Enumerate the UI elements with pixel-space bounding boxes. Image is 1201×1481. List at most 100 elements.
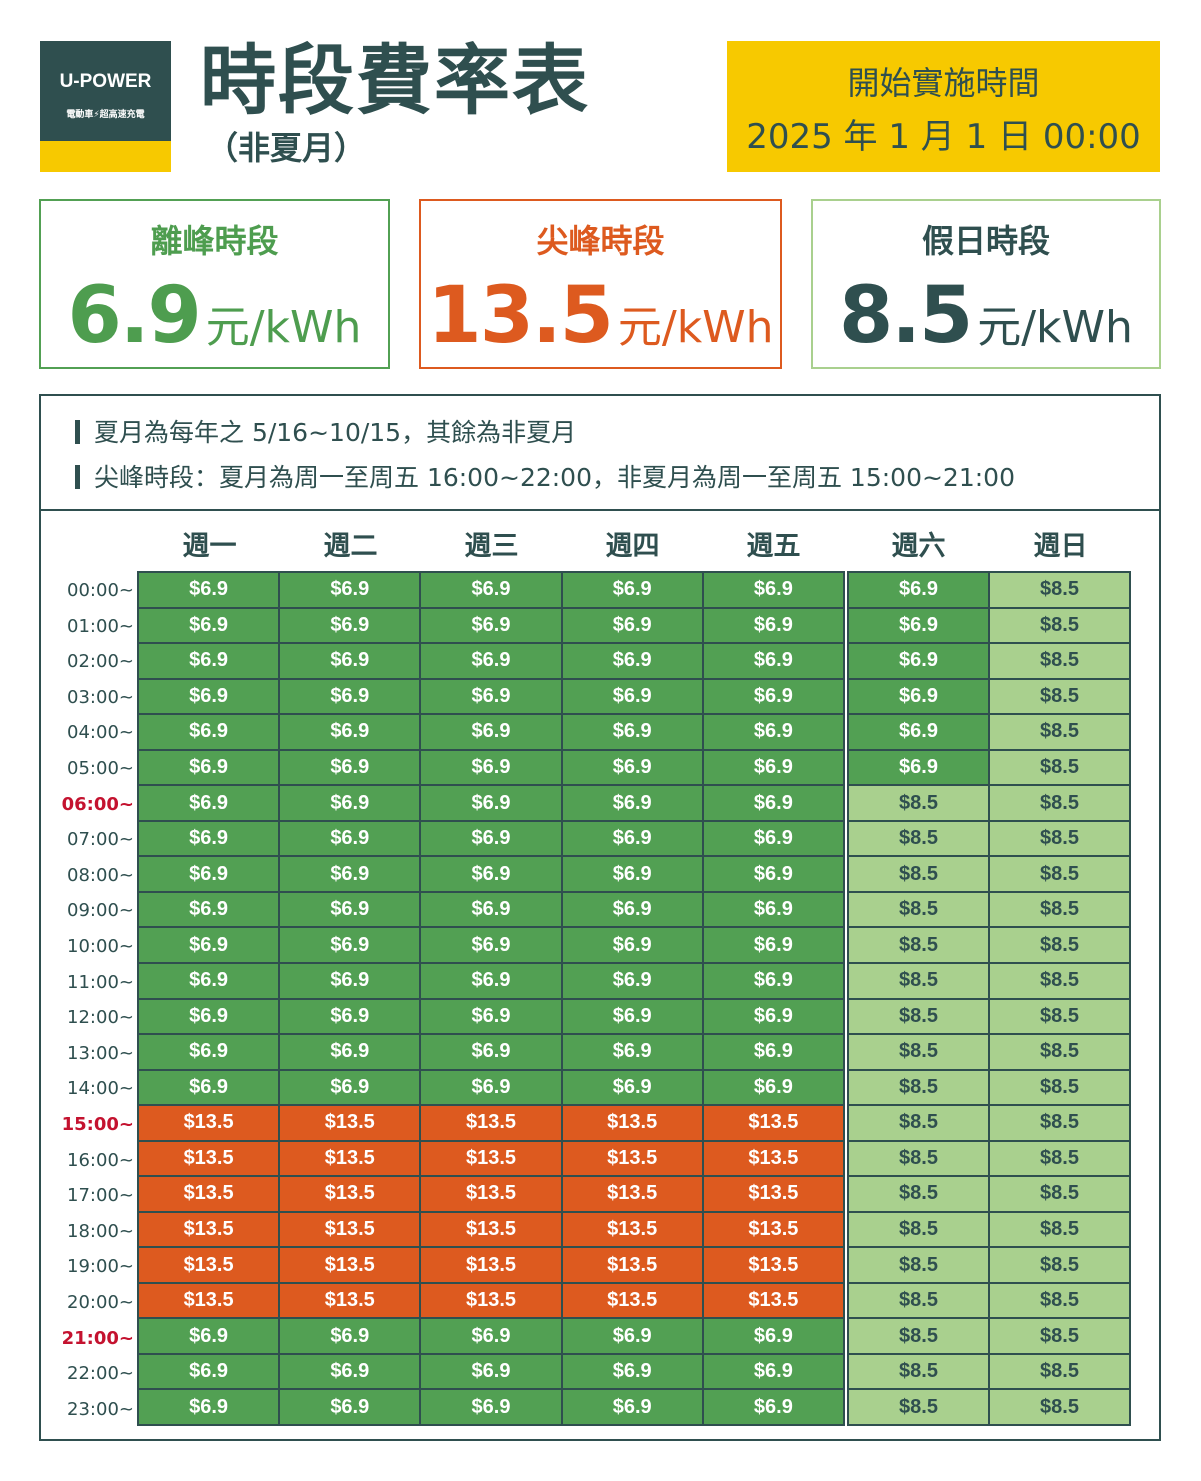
rate-cell: $6.9 xyxy=(562,1035,702,1069)
time-label: 07:00~ xyxy=(67,829,134,851)
rate-cell: $6.9 xyxy=(139,1070,279,1105)
rate-cell: $13.5 xyxy=(280,1177,420,1211)
day-header: 週日 xyxy=(1033,531,1088,562)
rate-cell: $13.5 xyxy=(562,1212,702,1247)
rate-cell: $6.9 xyxy=(562,750,702,785)
holiday-unit: 元/kWh xyxy=(977,302,1133,353)
rate-cell: $6.9 xyxy=(421,1354,561,1389)
rate-cell: $6.9 xyxy=(139,999,279,1034)
rate-cell: $13.5 xyxy=(421,1141,561,1176)
time-label: 05:00~ xyxy=(67,758,134,779)
rate-cell: $8.5 xyxy=(990,1319,1129,1353)
rate-cell: $6.9 xyxy=(562,928,702,962)
time-label: 16:00~ xyxy=(67,1149,134,1171)
rate-cell: $6.9 xyxy=(703,857,843,891)
rate-cell: $13.5 xyxy=(703,1106,843,1140)
rate-cell: $6.9 xyxy=(280,608,420,643)
rate-cell: $8.5 xyxy=(990,1141,1129,1176)
rate-cell: $6.9 xyxy=(139,715,279,749)
rate-cell: $13.5 xyxy=(562,1106,702,1140)
rate-cell: $6.9 xyxy=(562,608,702,643)
rate-cell: $6.9 xyxy=(703,928,843,962)
time-label: 14:00~ xyxy=(67,1078,134,1100)
peak-rate-box: 尖峰時段 13.5 元/kWh xyxy=(419,199,782,369)
rate-cell: $8.5 xyxy=(990,892,1129,927)
rate-cell: $6.9 xyxy=(849,573,988,607)
rate-cell: $13.5 xyxy=(139,1177,279,1211)
rate-cell: $6.9 xyxy=(562,786,702,820)
rate-cell: $6.9 xyxy=(703,679,843,714)
note-summer-months: 夏月為每年之 5/16~10/15，其餘為非夏月 xyxy=(75,416,576,450)
rate-cell: $6.9 xyxy=(421,892,561,927)
time-label: 11:00~ xyxy=(67,971,134,993)
day-header: 週五 xyxy=(746,531,801,562)
time-label: 12:00~ xyxy=(67,1007,134,1029)
rate-cell: $8.5 xyxy=(849,1354,988,1389)
rate-cell: $6.9 xyxy=(280,573,420,607)
rate-cell: $13.5 xyxy=(562,1283,702,1318)
note-text: 夏月為每年之 5/16~10/15，其餘為非夏月 xyxy=(94,418,577,447)
rate-cell: $8.5 xyxy=(990,1212,1129,1247)
rate-cell: $8.5 xyxy=(849,857,988,891)
rate-cell: $6.9 xyxy=(139,963,279,998)
rate-cell: $8.5 xyxy=(990,928,1129,962)
rate-cell: $6.9 xyxy=(562,963,702,998)
rate-cell: $8.5 xyxy=(990,1106,1129,1140)
rate-cell: $6.9 xyxy=(421,679,561,714)
rate-cell: $8.5 xyxy=(849,821,988,856)
rate-cell: $8.5 xyxy=(990,644,1129,678)
rate-cell: $6.9 xyxy=(280,1319,420,1353)
rate-cell: $6.9 xyxy=(421,928,561,962)
rate-cell: $13.5 xyxy=(139,1248,279,1282)
rate-cell: $6.9 xyxy=(280,821,420,856)
rate-cell: $6.9 xyxy=(703,1319,843,1353)
rate-cell: $13.5 xyxy=(703,1248,843,1282)
holiday-value-row: 8.5 元/kWh xyxy=(813,271,1159,373)
start-date-value: 2025 年 1 月 1 日 00:00 xyxy=(746,117,1141,157)
logo-panel xyxy=(40,41,171,141)
rate-cell: $13.5 xyxy=(421,1106,561,1140)
rate-cell: $8.5 xyxy=(849,1177,988,1211)
rate-cell: $6.9 xyxy=(280,1070,420,1105)
rate-cell: $13.5 xyxy=(280,1248,420,1282)
rate-cell: $6.9 xyxy=(139,928,279,962)
note-bullet xyxy=(75,420,80,444)
rate-cell: $8.5 xyxy=(990,1354,1129,1389)
day-header: 週二 xyxy=(323,531,378,562)
rate-cell: $13.5 xyxy=(703,1141,843,1176)
rate-cell: $13.5 xyxy=(703,1177,843,1211)
rate-cell: $8.5 xyxy=(990,999,1129,1034)
logo: U-POWER 電動車⚡超高速充電 xyxy=(40,41,171,172)
rate-cell: $8.5 xyxy=(990,750,1129,785)
rate-cell: $13.5 xyxy=(421,1212,561,1247)
rate-cell: $6.9 xyxy=(703,1070,843,1105)
rate-cell: $6.9 xyxy=(849,715,988,749)
rate-cell: $6.9 xyxy=(562,1390,702,1424)
page-title: 時段費率表 xyxy=(200,36,590,125)
time-label: 15:00~ xyxy=(61,1114,134,1135)
rate-cell: $8.5 xyxy=(849,1212,988,1247)
rate-cell: $6.9 xyxy=(139,821,279,856)
rate-cell: $8.5 xyxy=(990,1035,1129,1069)
rate-cell: $8.5 xyxy=(849,1319,988,1353)
rate-cell: $6.9 xyxy=(703,963,843,998)
day-header: 週六 xyxy=(891,531,946,562)
rate-cell: $6.9 xyxy=(562,715,702,749)
rate-cell: $8.5 xyxy=(990,786,1129,820)
notes-divider xyxy=(41,509,1159,511)
rate-cell: $13.5 xyxy=(280,1212,420,1247)
rate-cell: $6.9 xyxy=(280,1390,420,1424)
rate-cell: $8.5 xyxy=(849,1248,988,1282)
rate-cell: $6.9 xyxy=(703,1035,843,1069)
rate-cell: $6.9 xyxy=(421,1035,561,1069)
rate-cell: $6.9 xyxy=(280,857,420,891)
note-bullet xyxy=(75,465,80,489)
rate-cell: $8.5 xyxy=(849,1070,988,1105)
rate-cell: $6.9 xyxy=(421,963,561,998)
peak-value-row: 13.5 元/kWh xyxy=(421,271,780,373)
rate-cell: $8.5 xyxy=(990,1390,1129,1424)
rate-cell: $6.9 xyxy=(421,1390,561,1424)
rate-cell: $6.9 xyxy=(280,928,420,962)
holiday-price: 8.5 xyxy=(839,271,973,361)
rate-cell: $6.9 xyxy=(139,857,279,891)
